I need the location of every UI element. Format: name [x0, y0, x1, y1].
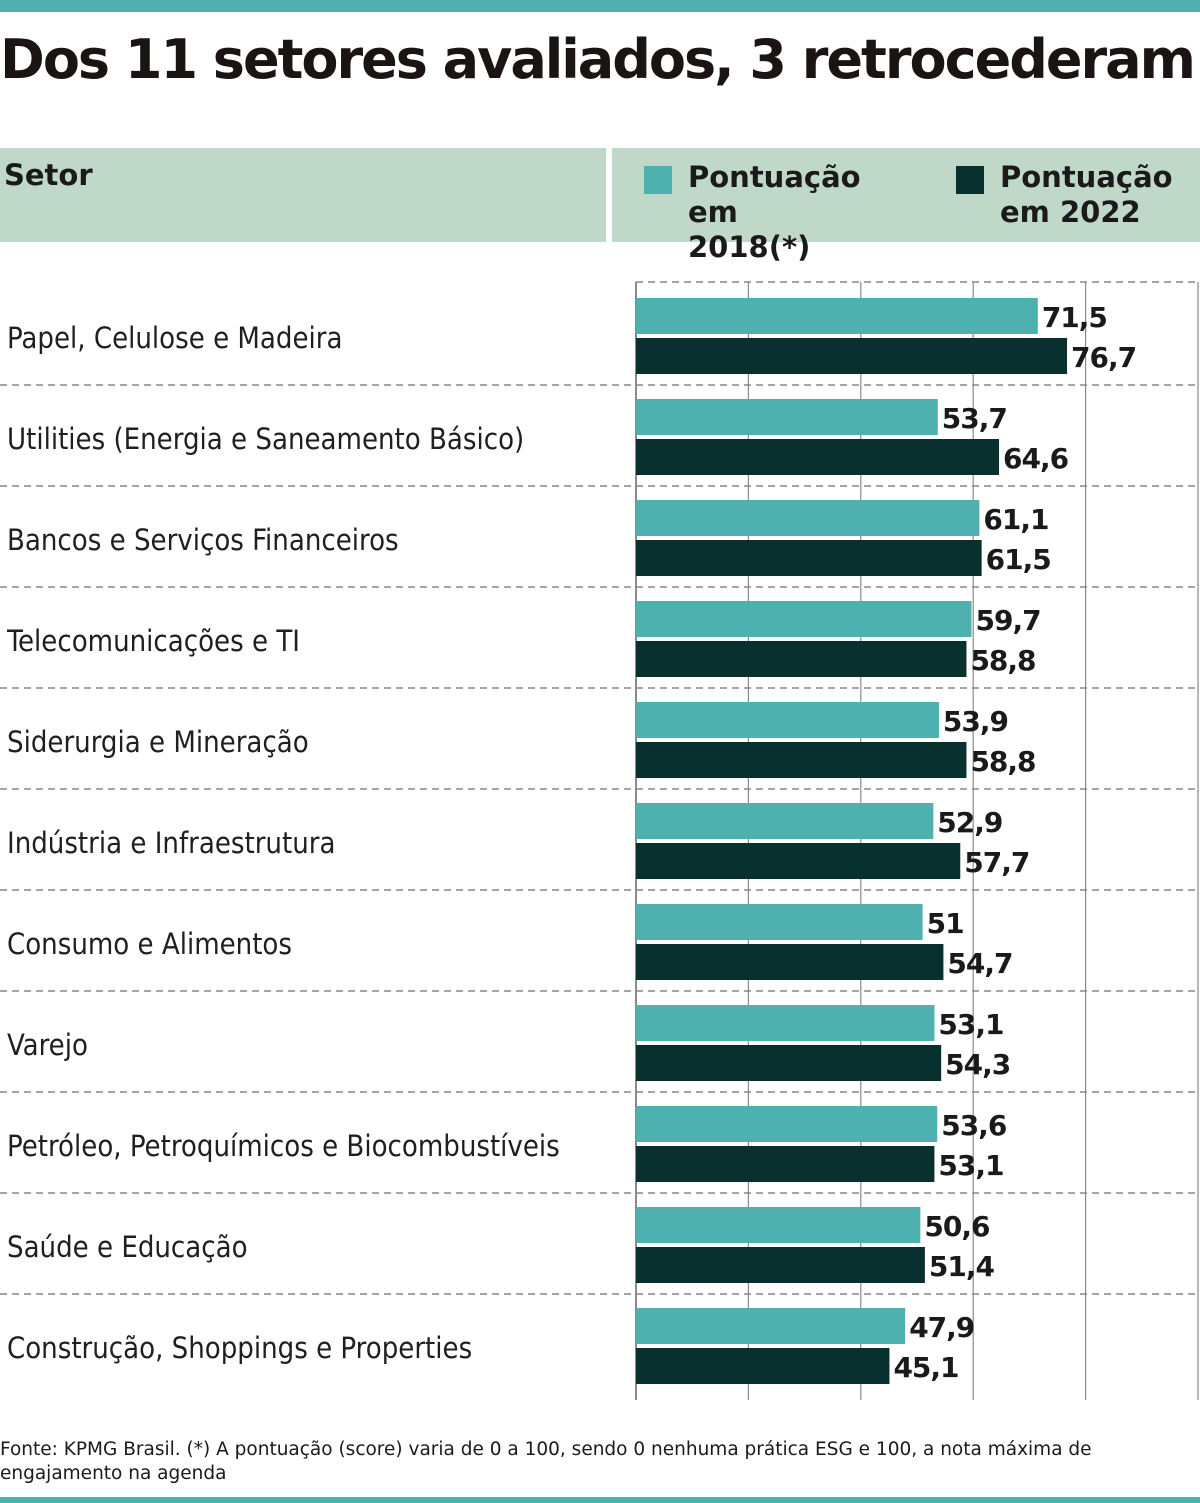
bar-2022: [636, 338, 1068, 374]
category-label: Petróleo, Petroquímicos e Biocombustívei…: [7, 1129, 560, 1163]
category-label: Papel, Celulose e Madeira: [7, 321, 343, 355]
bar-2018: [636, 1106, 938, 1142]
category-label: Saúde e Educação: [7, 1230, 248, 1264]
bar-2018: [636, 1308, 906, 1344]
bar-2018: [636, 803, 934, 839]
value-label-2022: 57,7: [964, 846, 1029, 879]
sector-column-label: Setor: [4, 158, 93, 192]
bar-2018: [636, 399, 938, 435]
category-label: Utilities (Energia e Saneamento Básico): [7, 422, 524, 456]
value-label-2018: 53,1: [938, 1008, 1003, 1041]
bar-chart: Papel, Celulose e Madeira 71,5 76,7 Utiliti…: [0, 281, 1200, 1400]
header-legend: Pontuação em 2018(*) Pontuação em 2022: [612, 148, 1200, 264]
value-label-2022: 54,3: [945, 1048, 1010, 1081]
value-label-2022: 61,5: [986, 543, 1051, 576]
bar-2022: [636, 540, 982, 576]
legend-item-2018: Pontuação em 2018(*): [644, 160, 868, 265]
value-label-2022: 58,8: [970, 745, 1035, 778]
category-label: Bancos e Serviços Financeiros: [7, 523, 399, 557]
source-footnote: Fonte: KPMG Brasil. (*) A pontuação (sco…: [0, 1439, 1092, 1484]
value-label-2022: 64,6: [1003, 442, 1068, 475]
value-label-2022: 54,7: [947, 947, 1012, 980]
value-label-2022: 53,1: [938, 1149, 1003, 1182]
value-label-2018: 53,6: [941, 1109, 1006, 1142]
category-label: Consumo e Alimentos: [7, 927, 292, 961]
bar-2018: [636, 601, 972, 637]
bar-2022: [636, 843, 961, 879]
legend-swatch-2022: [956, 166, 984, 194]
value-label-2018: 53,7: [942, 402, 1007, 435]
category-label: Construção, Shoppings e Properties: [7, 1331, 472, 1365]
bottom-accent-rule: [0, 1497, 1200, 1503]
bar-2022: [636, 439, 1000, 475]
bar-2018: [636, 298, 1038, 334]
bar-2018: [636, 1005, 935, 1041]
value-label-2018: 50,6: [924, 1210, 989, 1243]
bar-2018: [636, 500, 980, 536]
value-label-2022: 58,8: [970, 644, 1035, 677]
legend-item-2022: Pontuação em 2022: [956, 160, 1180, 230]
bar-2022: [636, 641, 967, 677]
legend-swatch-2018: [644, 166, 672, 194]
bar-2018: [636, 702, 939, 738]
top-accent-rule: [0, 0, 1200, 12]
value-label-2022: 45,1: [893, 1351, 958, 1384]
category-label: Varejo: [7, 1028, 88, 1062]
category-label: Siderurgia e Mineração: [7, 725, 309, 759]
value-label-2022: 76,7: [1071, 341, 1136, 374]
legend-label-2018: Pontuação em 2018(*): [688, 160, 861, 264]
chart-title: Dos 11 setores avaliados, 3 retrocederam: [0, 28, 1196, 91]
value-label-2018: 71,5: [1042, 301, 1107, 334]
bar-2022: [636, 1348, 890, 1384]
value-label-2018: 59,7: [976, 604, 1041, 637]
value-label-2018: 47,9: [909, 1311, 974, 1344]
bar-2022: [636, 1045, 942, 1081]
value-label-2018: 53,9: [943, 705, 1008, 738]
value-label-2018: 51: [927, 907, 964, 940]
bar-2022: [636, 944, 944, 980]
bar-2022: [636, 1146, 935, 1182]
category-label: Telecomunicações e TI: [6, 624, 300, 658]
value-label-2022: 51,4: [929, 1250, 995, 1283]
legend-label-2022: Pontuação em 2022: [1000, 160, 1173, 229]
bar-2022: [636, 742, 967, 778]
bar-2018: [636, 904, 923, 940]
bar-2022: [636, 1247, 925, 1283]
bar-2018: [636, 1207, 921, 1243]
category-label: Indústria e Infraestrutura: [7, 826, 335, 860]
value-label-2018: 61,1: [983, 503, 1048, 536]
value-label-2018: 52,9: [937, 806, 1002, 839]
header-sector-column: Setor: [0, 148, 606, 242]
